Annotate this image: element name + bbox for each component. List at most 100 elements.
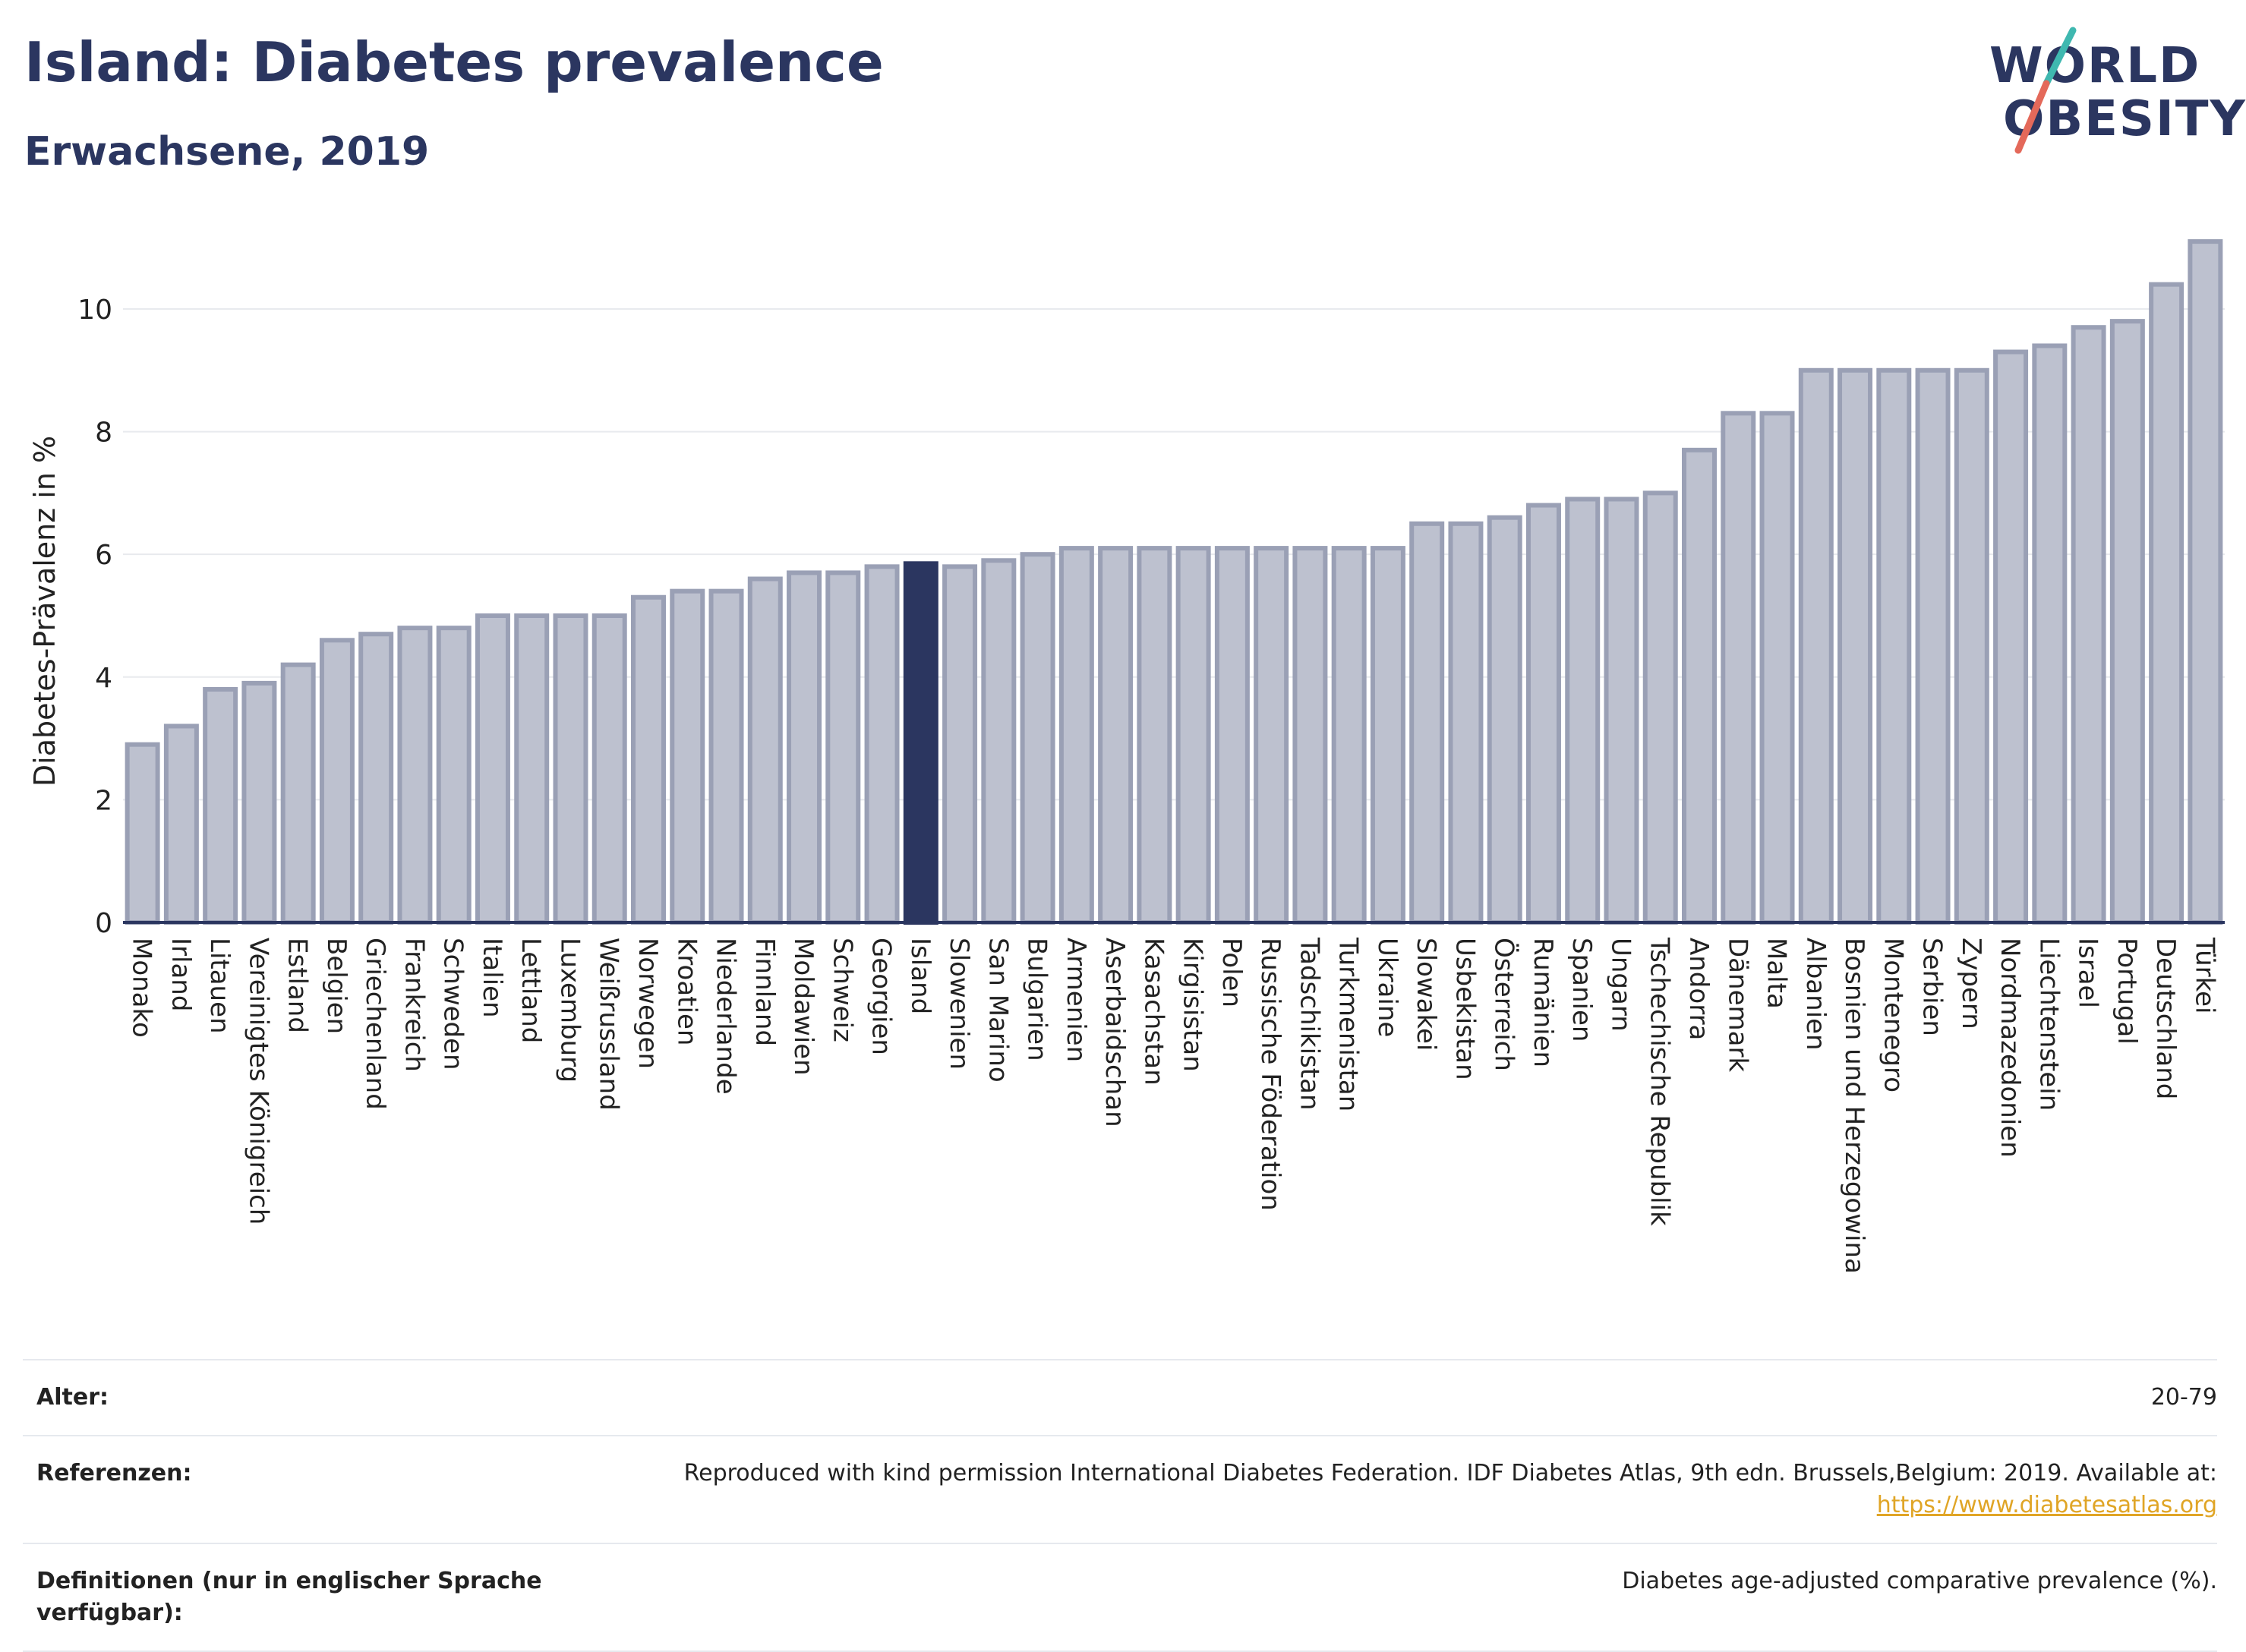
bar[interactable] — [1954, 367, 1989, 925]
bar[interactable] — [787, 570, 822, 925]
x-tick-label: Deutschland — [2150, 938, 2181, 1099]
bar[interactable] — [1409, 521, 1445, 925]
y-tick-label: 4 — [95, 663, 112, 694]
bar[interactable] — [1058, 546, 1094, 925]
x-tick-label: Israel — [2073, 938, 2103, 1008]
bar[interactable] — [280, 662, 316, 925]
y-tick-label: 6 — [95, 540, 112, 571]
bar[interactable] — [203, 686, 238, 925]
page-subtitle: Erwachsene, 2019 — [24, 129, 430, 175]
bar[interactable] — [1254, 546, 1289, 925]
bar[interactable] — [1214, 546, 1250, 925]
x-tick-label: Litauen — [204, 938, 235, 1034]
info-row-definitions: Definitionen (nur in englischer Sprache … — [23, 1543, 2217, 1652]
x-tick-label: Niederlande — [711, 938, 741, 1095]
bar[interactable] — [1837, 367, 1873, 925]
bar[interactable] — [1759, 411, 1795, 925]
bar[interactable] — [1331, 546, 1367, 925]
bar[interactable] — [1020, 552, 1055, 925]
bar[interactable] — [825, 570, 861, 925]
x-tick-label: Albanien — [1800, 938, 1831, 1051]
bar[interactable] — [670, 588, 705, 925]
bar[interactable] — [2109, 319, 2145, 925]
bar[interactable] — [1487, 515, 1522, 925]
bar[interactable] — [1721, 411, 1756, 925]
bar[interactable] — [1876, 367, 1912, 925]
bars — [125, 239, 2223, 925]
bar[interactable] — [1565, 497, 1601, 925]
x-tick-label: Frankreich — [399, 938, 429, 1072]
x-tick-label: Slowenien — [944, 938, 974, 1070]
bar[interactable] — [747, 576, 783, 925]
bar[interactable] — [2071, 325, 2106, 925]
x-tick-label: Bulgarien — [1022, 938, 1052, 1061]
y-tick-label: 0 — [95, 908, 112, 939]
bar[interactable] — [241, 680, 277, 925]
bar[interactable] — [125, 742, 160, 925]
x-tick-label: Nordmazedonien — [1995, 938, 2025, 1158]
x-tick-label: Lettland — [516, 938, 546, 1043]
bar[interactable] — [475, 613, 510, 925]
x-tick-label: Portugal — [2112, 938, 2142, 1045]
bar-highlight[interactable] — [903, 561, 938, 925]
x-tick-label: Griechenland — [360, 938, 390, 1110]
x-tick-label: Bosnien und Herzegowina — [1839, 938, 1869, 1274]
x-tick-label: Weißrussland — [594, 938, 624, 1111]
age-value: 20-79 — [2150, 1384, 2217, 1411]
x-tick-label: Dänemark — [1722, 938, 1752, 1072]
age-label: Alter: — [36, 1384, 109, 1411]
info-row-age: Alter: 20-79 — [23, 1359, 2217, 1435]
bar[interactable] — [1642, 490, 1678, 925]
bar[interactable] — [514, 613, 550, 925]
bar[interactable] — [1098, 546, 1134, 925]
bar[interactable] — [1525, 503, 1561, 925]
x-tick-label: Russische Föderation — [1255, 938, 1285, 1211]
x-tick-label: Liechtenstein — [2033, 938, 2064, 1111]
bar[interactable] — [708, 588, 744, 925]
bar[interactable] — [942, 564, 978, 925]
world-obesity-logo[interactable]: WORLD OBESITY — [1974, 23, 2245, 159]
bar[interactable] — [1292, 546, 1328, 925]
bar[interactable] — [1137, 546, 1172, 925]
bar[interactable] — [358, 632, 394, 925]
x-tick-label: Tschechische Republik — [1645, 937, 1675, 1226]
bar[interactable] — [2149, 282, 2184, 925]
bar[interactable] — [631, 594, 666, 925]
bar[interactable] — [2188, 239, 2223, 925]
x-tick-label: Belgien — [321, 938, 352, 1034]
bar[interactable] — [436, 626, 472, 925]
bar[interactable] — [397, 626, 433, 925]
bar[interactable] — [1915, 367, 1951, 925]
bar[interactable] — [1798, 367, 1834, 925]
x-tick-label: Usbekistan — [1449, 938, 1480, 1080]
bar[interactable] — [553, 613, 588, 925]
references-link[interactable]: https://www.diabetesatlas.org — [1876, 1492, 2217, 1518]
x-tick-label: Rumänien — [1528, 938, 1558, 1067]
y-tick-label: 2 — [95, 785, 112, 816]
x-tick-label: Turkmenistan — [1333, 937, 1364, 1111]
x-tick-label: Georgien — [866, 938, 897, 1055]
bar[interactable] — [1370, 546, 1405, 925]
bar[interactable] — [1175, 546, 1211, 925]
x-tick-label: Kirgisistan — [1178, 938, 1208, 1072]
bar[interactable] — [1448, 521, 1484, 925]
x-tick-label: Vereinigtes Königreich — [243, 938, 273, 1225]
bar[interactable] — [1682, 447, 1717, 925]
bar[interactable] — [163, 724, 199, 925]
x-tick-label: Monako — [127, 938, 157, 1038]
bar[interactable] — [864, 564, 900, 925]
x-tick-label: Island — [905, 938, 935, 1014]
bar-chart: 0 2 4 6 8 10 Diabetes-Prävalenz in % Monako Ir… — [28, 239, 2225, 1274]
y-axis-label: Diabetes-Prävalenz in % — [28, 436, 62, 787]
info-table: Alter: 20-79 Referenzen: Reproduced with… — [23, 1359, 2217, 1652]
x-tick-label: Tadschikistan — [1294, 937, 1324, 1111]
bar[interactable] — [2032, 343, 2068, 925]
x-tick-label: San Marino — [983, 938, 1013, 1083]
bar[interactable] — [319, 638, 355, 925]
x-tick-label: Ukraine — [1372, 938, 1402, 1037]
logo-line-1: WORLD — [1989, 38, 2201, 94]
bar[interactable] — [1604, 497, 1639, 925]
bar[interactable] — [591, 613, 627, 925]
bar[interactable] — [981, 558, 1017, 925]
bar[interactable] — [1993, 349, 2029, 925]
